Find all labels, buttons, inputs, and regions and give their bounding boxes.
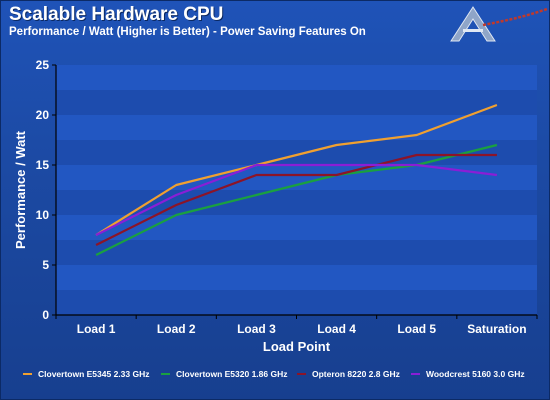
y-axis-label: Performance / Watt [13,130,28,249]
legend-item: Clovertown E5345 2.33 GHz [23,369,150,379]
legend-label: Clovertown E5345 2.33 GHz [38,369,150,379]
legend-swatch [411,373,420,375]
legend-item: Woodcrest 5160 3.0 GHz [411,369,525,379]
legend-item: Clovertown E5320 1.86 GHz [161,369,288,379]
chart-legend: Clovertown E5345 2.33 GHz Clovertown E532… [1,363,550,387]
series-line-1 [95,103,498,236]
legend-label: Clovertown E5320 1.86 GHz [176,369,288,379]
x-tick-label: Load 4 [317,322,356,336]
y-tick-label: 25 [36,58,50,72]
grid-band [56,115,537,140]
legend-swatch [297,373,306,375]
x-tick-label: Load 3 [237,322,276,336]
grid-band [56,165,537,190]
series-line-3 [95,153,497,246]
series-line-4 [95,163,498,236]
legend-swatch [23,373,32,375]
legend-swatch [161,373,170,375]
line-chart: 0 5 10 15 20 25 Load 1 Load 2 Load 3 Load 4 Load 5… [13,58,538,354]
x-tick-label: Load 5 [397,322,436,336]
chart-title: Scalable Hardware CPU [9,4,224,25]
x-tick-label: Load 1 [77,322,116,336]
legend-label: Opteron 8220 2.8 GHz [312,369,400,379]
x-tick-label: Saturation [467,322,526,336]
x-axis-label: Load Point [263,339,331,354]
grid-band [56,265,537,290]
x-tick-label: Load 2 [157,322,196,336]
series-line-2 [95,143,498,256]
y-tick-label: 20 [36,108,50,122]
y-tick-label: 10 [36,208,50,222]
y-tick-label: 0 [42,308,49,322]
legend-item: Opteron 8220 2.8 GHz [297,369,400,379]
brand-logo [450,6,548,42]
y-tick-label: 5 [42,258,49,272]
grid-band [56,65,537,90]
chart-subtitle: Performance / Watt (Higher is Better) - … [9,26,366,38]
y-tick-label: 15 [36,158,50,172]
legend-label: Woodcrest 5160 3.0 GHz [426,369,525,379]
